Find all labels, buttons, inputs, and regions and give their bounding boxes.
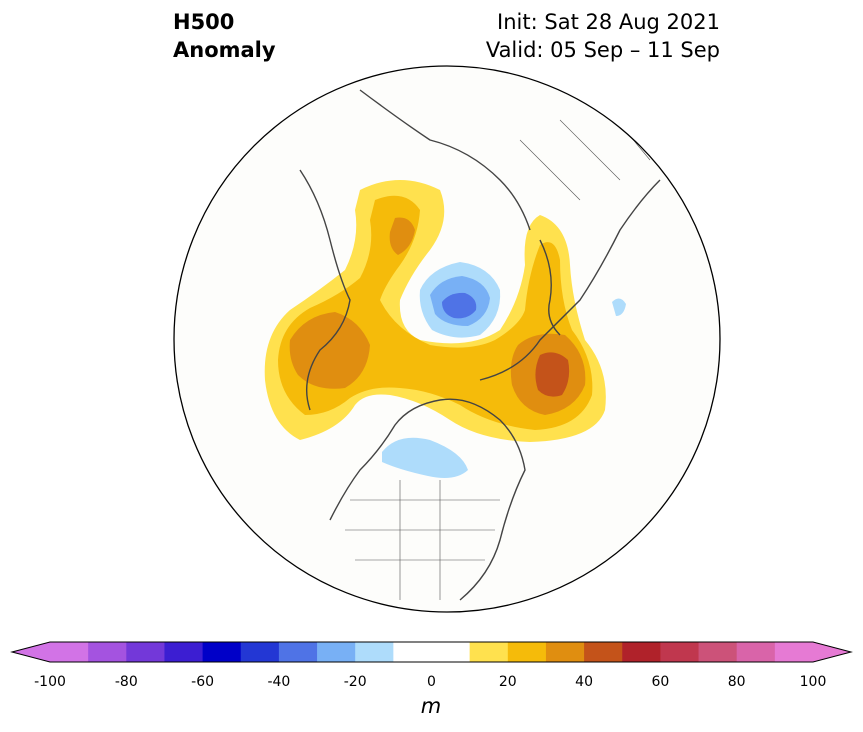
colorbar-segment [774, 642, 814, 662]
positive-40m-region [535, 352, 570, 397]
colorbar-segment [164, 642, 204, 662]
colorbar-segment [317, 642, 356, 662]
colorbar-segment [660, 642, 700, 662]
colorbar-tick-label: -60 [191, 674, 215, 690]
coastlines [299, 89, 661, 601]
colorbar-segment [622, 642, 661, 662]
colorbar [10, 641, 853, 663]
title-product: Anomaly [173, 38, 276, 62]
colorbar-segment [126, 642, 165, 662]
colorbar-tick-label: 0 [427, 674, 436, 690]
colorbar-segment [545, 642, 585, 662]
colorbar-segment [698, 642, 738, 662]
colorbar-segment [50, 642, 89, 662]
positive-30m-region [289, 217, 586, 415]
negative-10m-hudson [382, 437, 468, 478]
colorbar-segment [240, 642, 280, 662]
colorbar-segment [584, 642, 623, 662]
chart-title-left: H500 Anomaly [173, 8, 276, 64]
colorbar-extend-under [12, 642, 50, 662]
polar-map [173, 65, 721, 613]
colorbar-tick-label: 60 [651, 674, 670, 690]
colorbar-unit: m [420, 694, 442, 718]
valid-range: Valid: 05 Sep – 11 Sep [485, 38, 720, 62]
colorbar-tick-label: -80 [114, 674, 138, 690]
anomaly-fill [264, 180, 626, 478]
colorbar-extend-over [813, 642, 851, 662]
colorbar-segment [278, 642, 318, 662]
globe-outline [173, 65, 721, 613]
init-date: Init: Sat 28 Aug 2021 [497, 10, 720, 34]
colorbar-segment [88, 642, 127, 662]
colorbar-segment [736, 642, 776, 662]
colorbar-tick-label: 20 [498, 674, 517, 690]
title-field: H500 [173, 10, 235, 34]
globe-background [174, 66, 720, 612]
colorbar-segment [355, 642, 394, 662]
colorbar-tick-label: 80 [727, 674, 746, 690]
colorbar-tick-label: -40 [267, 674, 291, 690]
colorbar-segment [393, 642, 471, 662]
colorbar-tick-label: 40 [575, 674, 594, 690]
colorbar-tick-label: -100 [34, 674, 66, 690]
colorbar-segment [469, 642, 509, 662]
colorbar-outline [10, 641, 853, 663]
negative-10m-scandinavia [612, 298, 626, 316]
colorbar-tick-label: 100 [799, 674, 827, 690]
colorbar-segment [202, 642, 242, 662]
colorbar-tick-label: -20 [343, 674, 367, 690]
colorbar-segment [507, 642, 547, 662]
negative-30m-arctic [442, 292, 477, 319]
chart-title-right: Init: Sat 28 Aug 2021 Valid: 05 Sep – 11… [486, 8, 720, 64]
